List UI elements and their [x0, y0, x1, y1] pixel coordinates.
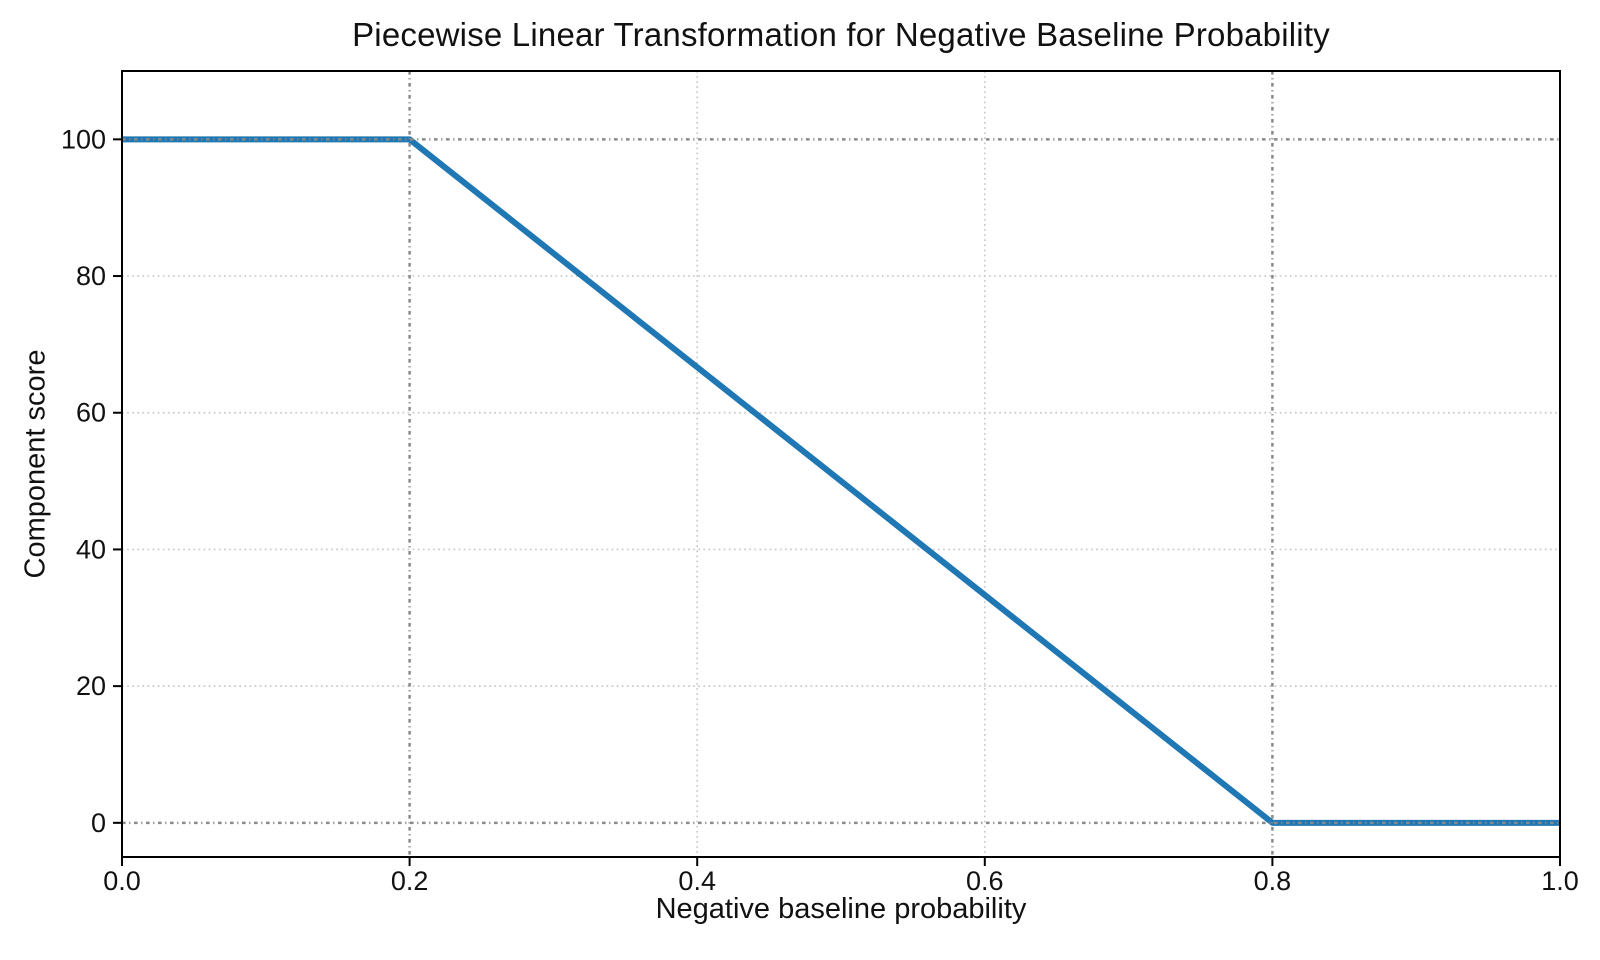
y-tick-label: 40: [76, 534, 106, 564]
y-tick-label: 20: [76, 671, 106, 701]
x-tick-label: 0.4: [678, 866, 716, 896]
x-axis-label: Negative baseline probability: [655, 893, 1027, 925]
y-tick-label: 0: [91, 808, 106, 838]
y-tick-label: 100: [61, 124, 106, 154]
y-tick-label: 60: [76, 398, 106, 428]
y-tick-label: 80: [76, 261, 106, 291]
x-tick-label: 0.0: [103, 866, 141, 896]
x-tick-label: 0.2: [391, 866, 429, 896]
x-tick-label: 0.8: [1254, 866, 1292, 896]
plot-spine: [121, 70, 1561, 858]
data-line-component-score-transform: [122, 136, 1560, 826]
y-axis-label: Component score: [19, 349, 52, 579]
chart-title: Piecewise Linear Transformation for Nega…: [352, 16, 1330, 53]
x-tick-label: 0.6: [966, 866, 1004, 896]
x-tick-label: 1.0: [1541, 866, 1579, 896]
